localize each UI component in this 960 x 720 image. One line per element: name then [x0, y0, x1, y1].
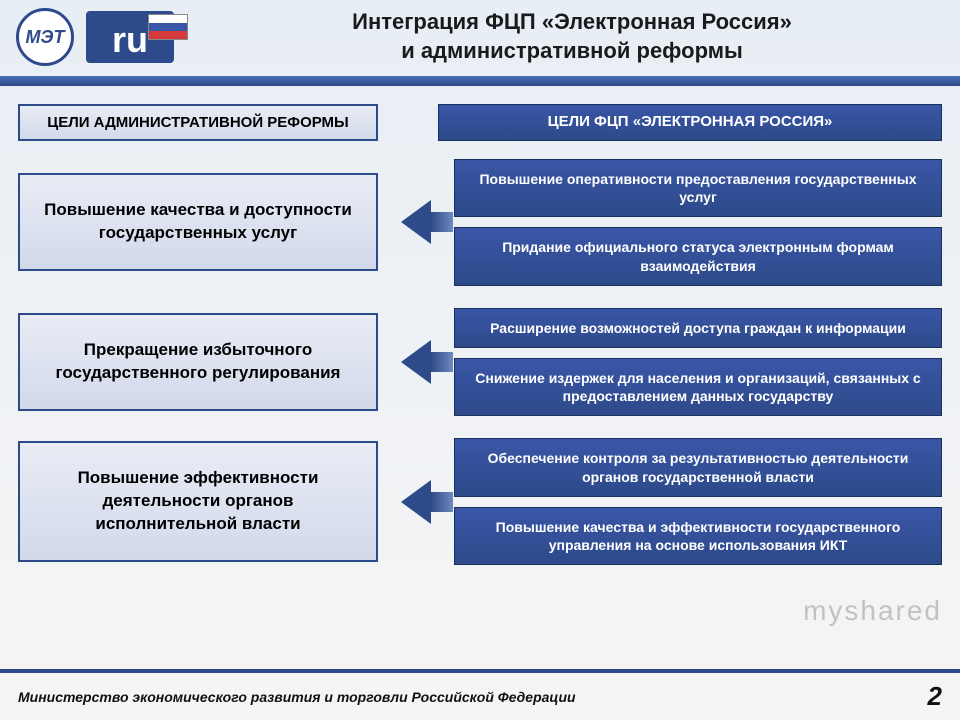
right-stack-1: Повышение оперативности предоставления г… [454, 159, 942, 286]
column-headers: ЦЕЛИ АДМИНИСТРАТИВНОЙ РЕФОРМЫ ЦЕЛИ ФЦП «… [18, 104, 942, 141]
footer: Министерство экономического развития и т… [0, 669, 960, 720]
russia-flag-icon [148, 14, 188, 40]
row-group-1: Повышение качества и доступности государ… [18, 159, 942, 286]
header-divider [0, 76, 960, 86]
arrow-1 [388, 200, 444, 244]
row-group-2: Прекращение избыточного государственного… [18, 308, 942, 417]
logo-ru-icon: ru [86, 11, 188, 63]
row-group-3: Повышение эффективности деятельности орг… [18, 438, 942, 565]
left-goal-1: Повышение качества и доступности государ… [18, 173, 378, 271]
right-goal-3a: Обеспечение контроля за результативность… [454, 438, 942, 496]
right-goal-1a: Повышение оперативности предоставления г… [454, 159, 942, 217]
right-goal-3b: Повышение качества и эффективности госуд… [454, 507, 942, 565]
right-column-header: ЦЕЛИ ФЦП «ЭЛЕКТРОННАЯ РОССИЯ» [438, 104, 942, 141]
left-goal-3: Повышение эффективности деятельности орг… [18, 441, 378, 562]
logo-met-icon: МЭТ [16, 8, 74, 66]
right-goal-1b: Придание официального статуса электронны… [454, 227, 942, 285]
left-column-header: ЦЕЛИ АДМИНИСТРАТИВНОЙ РЕФОРМЫ [18, 104, 378, 141]
right-stack-2: Расширение возможностей доступа граждан … [454, 308, 942, 417]
arrow-left-icon [401, 200, 431, 244]
arrow-left-icon [401, 480, 431, 524]
page-title: Интеграция ФЦП «Электронная Россия» и ад… [200, 8, 944, 65]
content-area: ЦЕЛИ АДМИНИСТРАТИВНОЙ РЕФОРМЫ ЦЕЛИ ФЦП «… [0, 86, 960, 669]
title-line-1: Интеграция ФЦП «Электронная Россия» [200, 8, 944, 37]
page-number: 2 [928, 681, 942, 712]
title-line-2: и административной реформы [200, 37, 944, 66]
right-goal-2b: Снижение издержек для населения и органи… [454, 358, 942, 416]
right-goal-2a: Расширение возможностей доступа граждан … [454, 308, 942, 348]
header: МЭТ ru Интеграция ФЦП «Электронная Росси… [0, 0, 960, 66]
arrow-3 [388, 480, 444, 524]
watermark: myshared [803, 595, 942, 627]
footer-text: Министерство экономического развития и т… [18, 689, 576, 705]
arrow-2 [388, 340, 444, 384]
right-stack-3: Обеспечение контроля за результативность… [454, 438, 942, 565]
arrow-left-icon [401, 340, 431, 384]
left-goal-2: Прекращение избыточного государственного… [18, 313, 378, 411]
